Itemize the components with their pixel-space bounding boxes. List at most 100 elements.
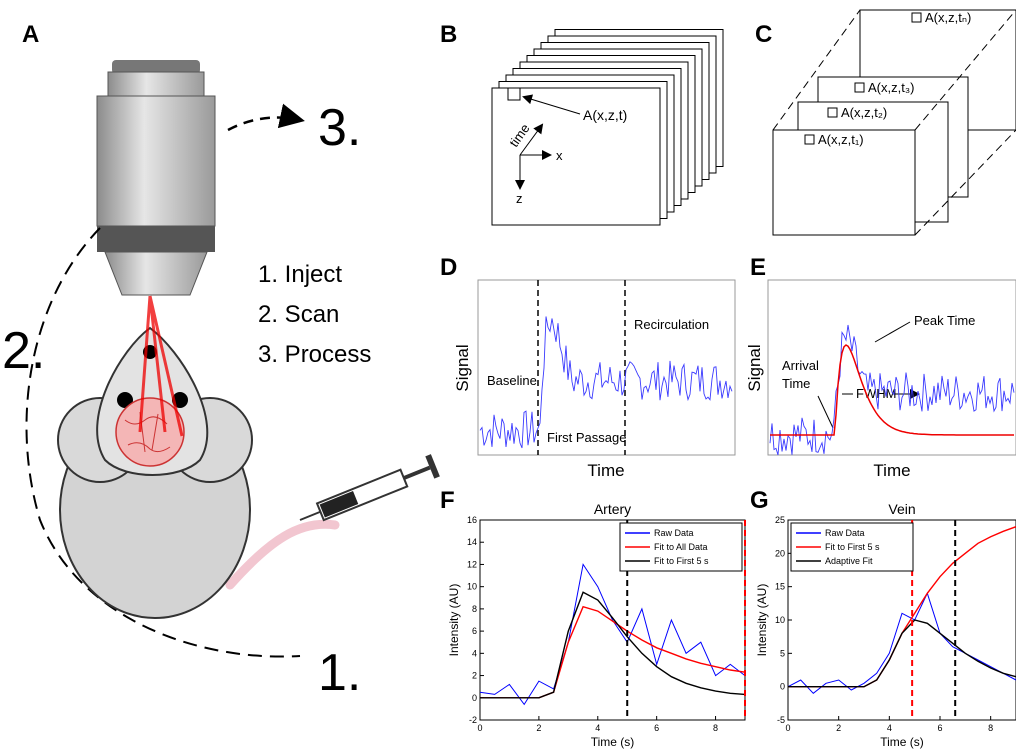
panel-e: E Signal Time Arrival Time Peak Time FWH… — [745, 254, 1016, 480]
tail — [225, 519, 340, 590]
y-tick-label: 4 — [472, 648, 477, 658]
plot-frame — [767, 279, 1016, 456]
step-text: 1. Inject — [258, 261, 342, 288]
y-tick-label: 15 — [775, 582, 785, 592]
panel-label: A — [22, 21, 39, 48]
legend-label: Adaptive Fit — [825, 556, 873, 566]
x-tick-label: 4 — [595, 723, 600, 733]
x-tick-label: 6 — [937, 723, 942, 733]
panel-label: B — [440, 21, 457, 48]
x-tick-label: 0 — [785, 723, 790, 733]
objective-tip — [104, 251, 208, 296]
y-tick-label: 6 — [472, 626, 477, 636]
y-tick-label: 0 — [780, 682, 785, 692]
y-label: Signal — [453, 344, 472, 391]
objective-band — [97, 226, 215, 252]
panel-a: A 3. 2. 1. 1. Inject 2. Scan 3. Process — [2, 21, 440, 702]
y-label: Intensity (AU) — [447, 584, 461, 657]
y-tick-label: 12 — [467, 559, 477, 569]
frame-label: A(x,z,t₁) — [818, 132, 864, 147]
legend-label: Fit to First 5 s — [825, 542, 880, 552]
panel-label: C — [755, 21, 772, 48]
annotation: Baseline — [487, 373, 537, 388]
y-tick-label: -2 — [469, 715, 477, 725]
annotation: Arrival — [782, 358, 819, 373]
y-tick-label: 16 — [467, 515, 477, 525]
perspective-line — [772, 9, 1016, 236]
legend-label: Raw Data — [825, 528, 865, 538]
x-label: Time — [873, 461, 910, 480]
axis-label: z — [516, 191, 523, 206]
y-tick-label: 10 — [775, 615, 785, 625]
legend-label: Fit to All Data — [654, 542, 708, 552]
y-tick-label: 5 — [780, 648, 785, 658]
legend-label: Raw Data — [654, 528, 694, 538]
brain-vessels — [124, 411, 171, 453]
syringe — [299, 454, 440, 522]
panel-label: E — [750, 254, 766, 281]
annotation: Time — [782, 376, 810, 391]
annotation-arrow — [817, 321, 918, 429]
step-number: 1. — [318, 644, 361, 702]
frame-label: A(x,z,t₃) — [868, 80, 914, 95]
brain — [115, 397, 185, 467]
y-tick-label: 14 — [467, 537, 477, 547]
panel-d: D Signal Time Baseline First Passage Rec… — [440, 254, 736, 480]
objective-body — [96, 95, 216, 227]
objective-cap — [112, 60, 200, 74]
y-tick-label: -5 — [777, 715, 785, 725]
y-label: Signal — [745, 344, 764, 391]
annotation: Peak Time — [914, 313, 975, 328]
signal-trace — [479, 316, 733, 449]
panel-label: D — [440, 254, 457, 281]
frame — [772, 129, 916, 236]
pixel-label: A(x,z,t) — [583, 107, 627, 123]
x-label: Time — [587, 461, 624, 480]
x-tick-label: 8 — [988, 723, 993, 733]
panel-label: F — [440, 487, 455, 514]
x-label: Time (s) — [880, 735, 924, 749]
axis — [519, 123, 544, 156]
signal-trace — [769, 324, 1015, 456]
step-number: 2. — [2, 322, 45, 380]
pixel — [911, 12, 922, 23]
series-line — [480, 591, 746, 699]
frame-label: A(x,z,tₙ) — [925, 10, 971, 25]
series-line — [787, 591, 1016, 694]
x-tick-label: 6 — [654, 723, 659, 733]
step-text: 3. Process — [258, 341, 371, 368]
cycle-arc — [25, 227, 301, 658]
annotation: Recirculation — [634, 317, 709, 332]
pointer — [522, 94, 581, 115]
y-tick-label: 2 — [472, 671, 477, 681]
step-number: 3. — [318, 99, 361, 157]
legend-label: Fit to First 5 s — [654, 556, 709, 566]
x-tick-label: 2 — [836, 723, 841, 733]
step-text: 2. Scan — [258, 301, 339, 328]
x-tick-label: 2 — [536, 723, 541, 733]
arrow — [227, 103, 305, 132]
objective-top — [107, 71, 205, 99]
y-tick-label: 25 — [775, 515, 785, 525]
eye — [117, 392, 133, 408]
series-line — [788, 619, 1016, 688]
annotation: First Passage — [547, 430, 626, 445]
chart-title: Artery — [594, 501, 631, 517]
series-line — [479, 563, 746, 706]
y-tick-label: 8 — [472, 604, 477, 614]
pixel — [854, 82, 865, 93]
laser-beam — [138, 295, 184, 437]
plot-frame — [477, 279, 736, 456]
chart-title: Vein — [888, 501, 915, 517]
y-tick-label: 10 — [467, 582, 477, 592]
pixel — [507, 87, 521, 101]
fit-curve — [770, 344, 1014, 436]
panel-c: C A(x,z,tₙ) A(x,z,t₃) A(x,z,t₂) A(x,z,t₁… — [755, 9, 1016, 236]
x-tick-label: 4 — [887, 723, 892, 733]
panel-label: G — [750, 487, 769, 514]
pixel — [804, 134, 815, 145]
